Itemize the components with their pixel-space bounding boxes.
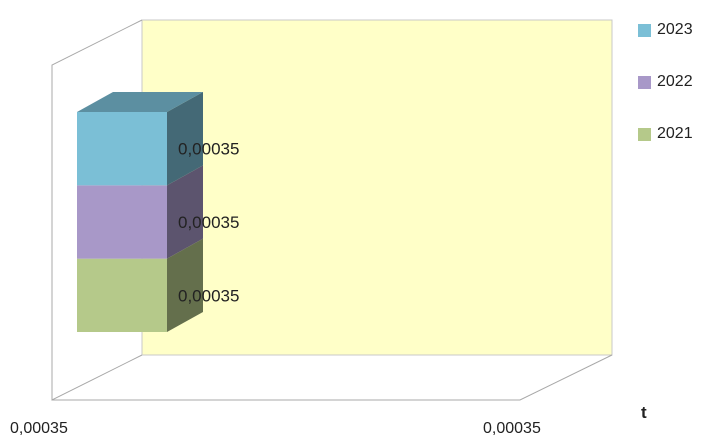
legend-label: 2021 — [657, 125, 693, 142]
legend-swatch — [638, 75, 651, 89]
legend-item-2021: 2021 — [638, 108, 693, 160]
bar-segment-2021 — [77, 238, 203, 332]
x-tick-label: 0,00035 — [10, 420, 68, 437]
legend-swatch — [638, 127, 651, 141]
data-label-2021: 0,00035 — [178, 286, 239, 305]
legend-swatch — [638, 23, 651, 37]
plot-floor — [52, 354, 613, 401]
data-label-2023: 0,00035 — [178, 140, 239, 159]
data-label-2022: 0,00035 — [178, 213, 239, 232]
bar-segment-2022 — [77, 165, 203, 259]
legend-item-2022: 2022 — [638, 56, 693, 108]
legend-label: 2022 — [657, 73, 693, 90]
legend-item-2023: 2023 — [638, 4, 693, 56]
legend: 2023 2022 2021 — [638, 4, 693, 160]
plot-side-wall — [51, 19, 143, 401]
x-tick-label: 0,00035 — [483, 420, 541, 437]
x-axis-label: t — [641, 403, 647, 422]
legend-label: 2023 — [657, 21, 693, 38]
bar-segment-2023 — [77, 92, 203, 186]
